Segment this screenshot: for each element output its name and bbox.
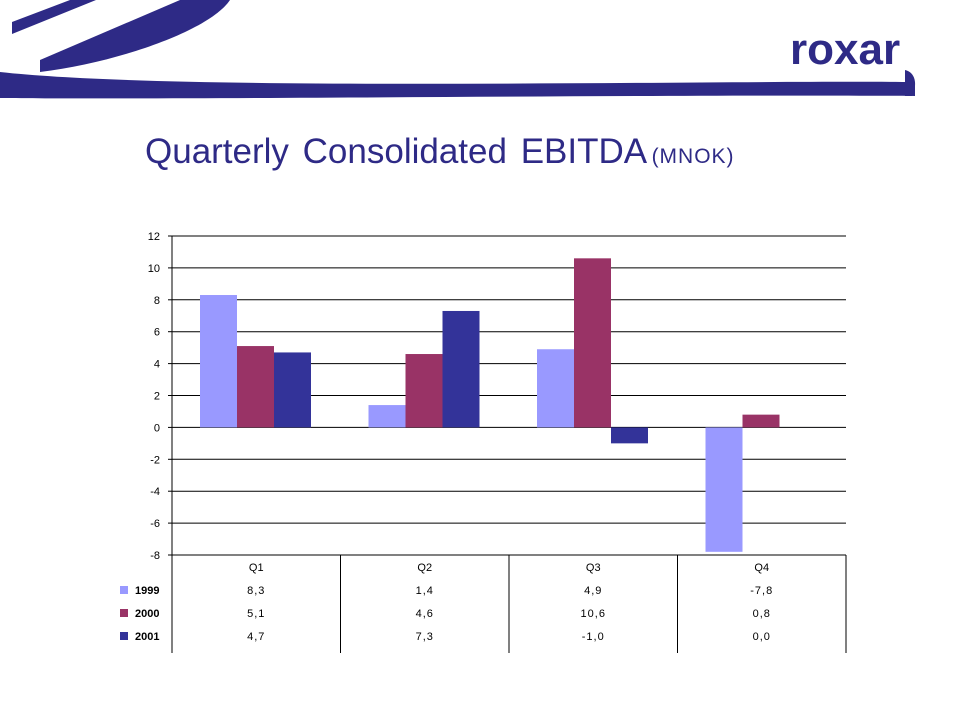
- legend-swatch-2001: [120, 632, 128, 640]
- data-label: 4,9: [584, 585, 602, 597]
- y-tick-label: -4: [150, 486, 160, 498]
- legend-label-2001: 2001: [135, 631, 159, 643]
- legend-swatch-2000: [120, 609, 128, 617]
- y-tick-label: 10: [148, 263, 160, 275]
- y-tick-label: -8: [150, 550, 160, 562]
- bar-2001-q1: [274, 352, 311, 427]
- legend-swatch-1999: [120, 586, 128, 594]
- bar-2000-q1: [237, 346, 274, 427]
- legend-label-1999: 1999: [135, 585, 159, 597]
- data-label: 4,7: [247, 631, 265, 643]
- bar-1999-q2: [369, 405, 406, 427]
- data-label: -1,0: [582, 631, 605, 643]
- legend-label-2000: 2000: [135, 608, 159, 620]
- data-label: 5,1: [247, 608, 265, 620]
- category-label: Q3: [586, 562, 601, 574]
- bar-1999-q3: [537, 349, 574, 427]
- y-tick-label: -2: [150, 454, 160, 466]
- y-tick-label: 2: [154, 391, 160, 403]
- data-label: 0,0: [753, 631, 771, 643]
- bar-chart: 12 10 8 6 4 2 0 -2 -4 -6 -8 Q1 Q2 Q3 Q4 1999 8,3 1,4 4,9 -…: [0, 0, 960, 720]
- data-table: Q1 Q2 Q3 Q4 1999 8,3 1,4 4,9 -7,8 2000 5,1 4,6 10,6 0…: [120, 555, 846, 653]
- y-tick-label: 0: [154, 422, 160, 434]
- bar-2000-q3: [574, 258, 611, 427]
- data-label: 4,6: [416, 608, 434, 620]
- data-label: 0,8: [753, 608, 771, 620]
- bar-layer: [200, 258, 817, 551]
- bar-2000-q2: [406, 354, 443, 427]
- data-label: 8,3: [247, 585, 265, 597]
- y-tick-label: 8: [154, 295, 160, 307]
- bar-2001-q3: [611, 427, 648, 443]
- y-tick-label: 6: [154, 327, 160, 339]
- bar-2000-q4: [743, 415, 780, 428]
- bar-1999-q4: [706, 427, 743, 551]
- category-label: Q2: [417, 562, 432, 574]
- y-tick-label: 4: [154, 359, 160, 371]
- y-tick-label: 12: [148, 231, 160, 243]
- bar-2001-q2: [443, 311, 480, 427]
- axis-layer: 12 10 8 6 4 2 0 -2 -4 -6 -8: [148, 231, 172, 562]
- category-label: Q4: [754, 562, 769, 574]
- data-label: 10,6: [581, 608, 606, 620]
- data-label: 7,3: [416, 631, 434, 643]
- category-label: Q1: [249, 562, 264, 574]
- data-label: 1,4: [416, 585, 434, 597]
- y-tick-label: -6: [150, 518, 160, 530]
- bar-1999-q1: [200, 295, 237, 427]
- data-label: -7,8: [750, 585, 773, 597]
